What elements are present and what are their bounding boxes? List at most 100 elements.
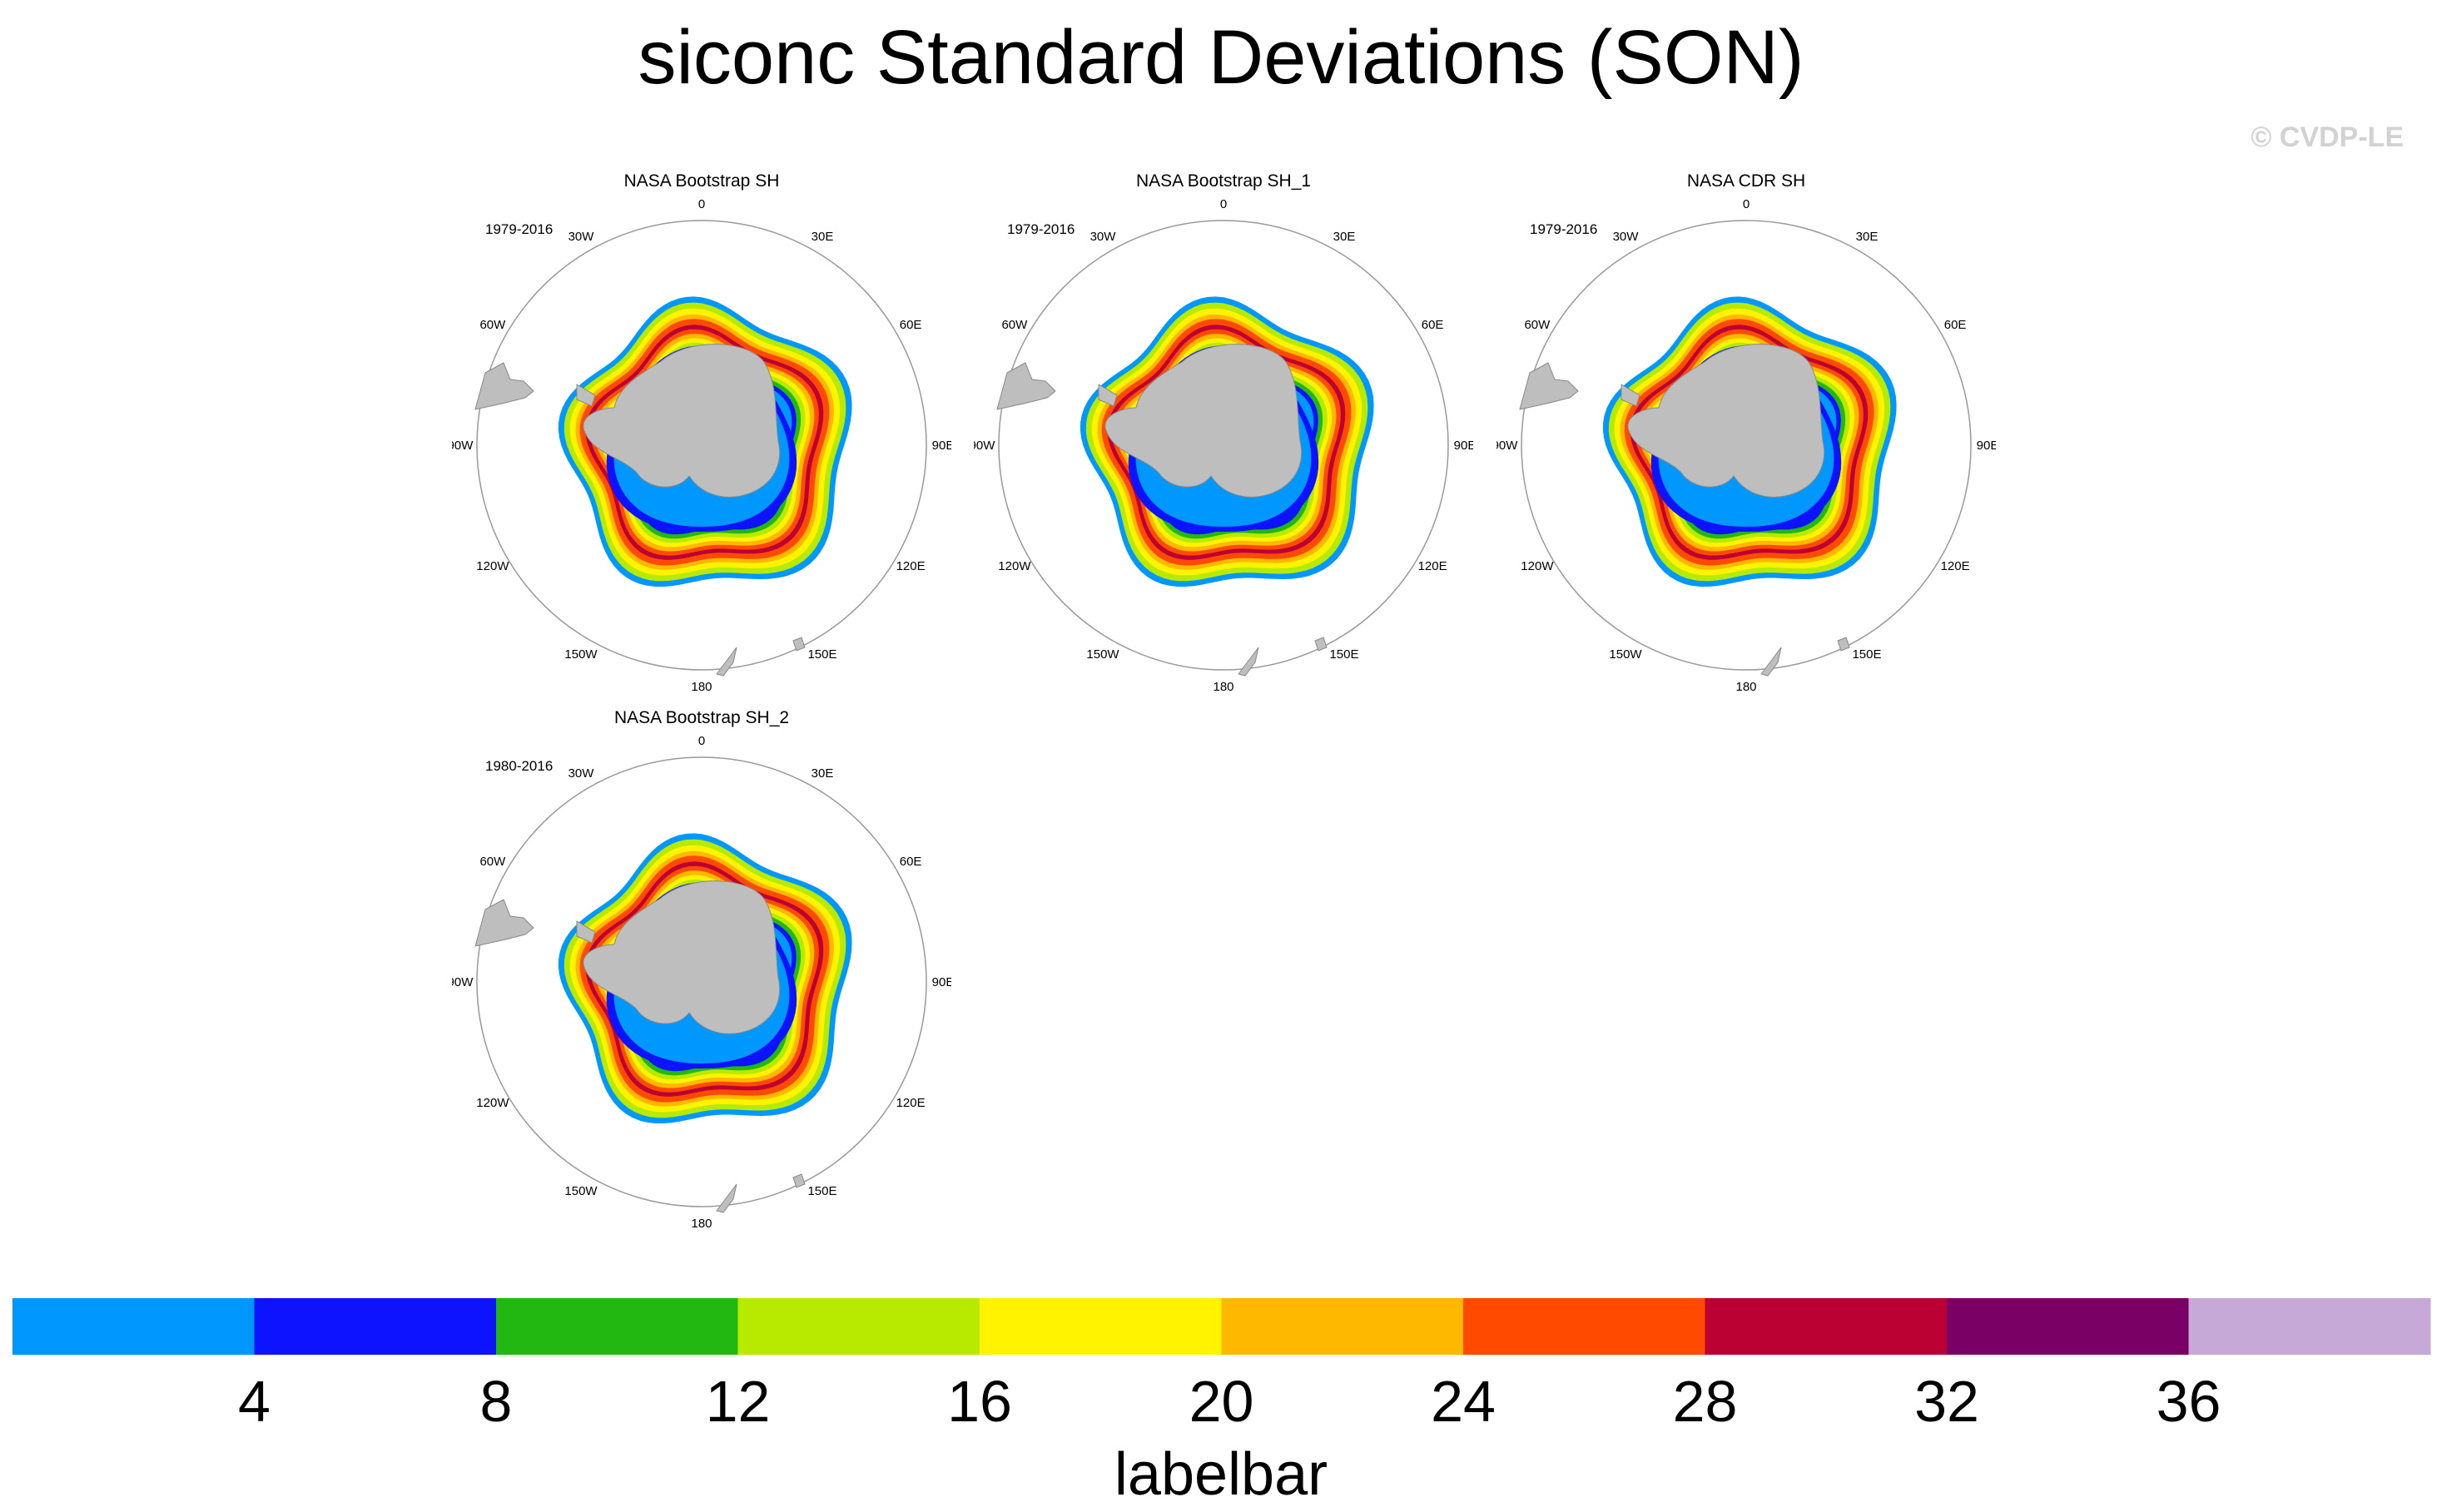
- labelbar-tick-label: 8: [480, 1369, 513, 1434]
- longitude-label: 150E: [807, 1184, 836, 1198]
- longitude-label: 150W: [564, 647, 598, 662]
- panel-period: 1979-2016: [1007, 221, 1075, 237]
- longitude-label: 120E: [896, 559, 926, 573]
- labelbar-tick-label: 36: [2157, 1369, 2221, 1434]
- longitude-label: 120W: [998, 559, 1031, 573]
- longitude-label: 60W: [479, 855, 506, 869]
- map-panel: 0 30E 60E 90E 120E 150E 180 150W 120W 90W 60W 30W NA…: [452, 703, 951, 1236]
- longitude-label: 60E: [900, 318, 922, 332]
- panel-title: NASA Bootstrap SH_1: [1135, 171, 1312, 191]
- antarctic-peninsula-land: [1098, 384, 1118, 407]
- new-zealand-land: [1760, 647, 1782, 677]
- map-panel: 0 30E 60E 90E 120E 150E 180 150W 120W 90W 60W 30W NA…: [452, 166, 951, 699]
- antarctica-land: [583, 880, 781, 1034]
- longitude-label: 90E: [932, 975, 951, 989]
- longitude-label: 30W: [1613, 230, 1640, 244]
- longitude-label: 120W: [476, 559, 509, 573]
- longitude-label: 30E: [1333, 230, 1356, 244]
- labelbar-title: labelbar: [1114, 1441, 1328, 1508]
- longitude-label: 0: [698, 734, 705, 748]
- labelbar-tick-label: 28: [1673, 1369, 1738, 1434]
- longitude-label: 30E: [1856, 230, 1879, 244]
- longitude-label: 180: [691, 680, 712, 694]
- longitude-label: 150W: [564, 1184, 598, 1198]
- panel-period: 1979-2016: [485, 221, 553, 237]
- labelbar-color-box: [1705, 1298, 1948, 1355]
- south-america-land: [474, 362, 534, 410]
- longitude-label: 120W: [1521, 559, 1554, 573]
- longitude-label: 0: [1743, 197, 1750, 211]
- panel-title: NASA CDR SH: [1686, 171, 1806, 191]
- longitude-label: 30E: [812, 766, 834, 781]
- longitude-label: 120E: [1418, 559, 1447, 573]
- longitude-label: 30W: [568, 230, 595, 244]
- tasmania-land: [792, 1173, 806, 1188]
- labelbar-tick-label: 32: [1914, 1369, 1979, 1434]
- longitude-label: 180: [1213, 680, 1233, 694]
- south-america-land: [1519, 362, 1579, 410]
- credit-label: © CVDP-LE: [2251, 121, 2404, 153]
- longitude-label: 180: [1735, 680, 1756, 694]
- labelbar-color-box: [737, 1298, 980, 1355]
- polar-map: 0 30E 60E 90E 120E 150E 180 150W 120W 90W 60W 30W: [974, 197, 1473, 694]
- labelbar-color-box: [496, 1298, 738, 1355]
- longitude-label: 60E: [1944, 318, 1967, 332]
- labelbar: 4 8 12 16 20 24 28 32 36 labelbar: [12, 1298, 2431, 1508]
- longitude-label: 150E: [1329, 647, 1358, 662]
- labelbar-tick-label: 24: [1431, 1369, 1496, 1434]
- labelbar-tick-label: 20: [1189, 1369, 1254, 1434]
- longitude-label: 90W: [1496, 439, 1518, 453]
- new-zealand-land: [716, 647, 737, 677]
- longitude-label: 60W: [1001, 318, 1028, 332]
- longitude-label: 150W: [1086, 647, 1119, 662]
- polar-map: 0 30E 60E 90E 120E 150E 180 150W 120W 90W 60W 30W: [452, 197, 951, 694]
- longitude-label: 90E: [1977, 439, 1996, 453]
- labelbar-color-box: [12, 1298, 255, 1355]
- antarctica-land: [1104, 344, 1303, 498]
- longitude-label: 30W: [568, 766, 595, 781]
- longitude-label: 60E: [900, 855, 922, 869]
- panel-title: NASA Bootstrap SH: [623, 171, 780, 191]
- longitude-label: 90W: [974, 439, 995, 453]
- labelbar-color-box: [980, 1298, 1222, 1355]
- labelbar-tick-label: 16: [947, 1369, 1012, 1434]
- antarctic-peninsula-land: [576, 920, 596, 944]
- south-america-land: [474, 899, 534, 947]
- longitude-label: 150E: [807, 647, 836, 662]
- new-zealand-land: [716, 1183, 737, 1213]
- labelbar-tick-label: 4: [238, 1369, 271, 1434]
- longitude-label: 180: [691, 1217, 712, 1231]
- page-title: siconc Standard Deviations (SON): [638, 15, 1804, 100]
- longitude-label: 150E: [1852, 647, 1881, 662]
- polar-map: 0 30E 60E 90E 120E 150E 180 150W 120W 90W 60W 30W: [452, 734, 951, 1231]
- longitude-label: 30W: [1090, 230, 1117, 244]
- labelbar-color-box: [1463, 1298, 1705, 1355]
- antarctica-land: [583, 344, 781, 498]
- longitude-label: 150W: [1609, 647, 1642, 662]
- panel-period: 1980-2016: [485, 758, 553, 774]
- south-america-land: [996, 362, 1056, 410]
- longitude-label: 0: [698, 197, 705, 211]
- longitude-label: 90W: [452, 975, 474, 989]
- new-zealand-land: [1238, 647, 1259, 677]
- longitude-label: 0: [1220, 197, 1227, 211]
- map-panel: 0 30E 60E 90E 120E 150E 180 150W 120W 90W 60W 30W NA…: [1496, 166, 1996, 699]
- longitude-label: 120E: [1941, 559, 1970, 573]
- antarctic-peninsula-land: [576, 384, 596, 407]
- longitude-label: 60W: [1524, 318, 1551, 332]
- labelbar-tick-label: 12: [706, 1369, 771, 1434]
- panel-title: NASA Bootstrap SH_2: [613, 708, 790, 727]
- tasmania-land: [1837, 637, 1850, 652]
- longitude-label: 90W: [452, 439, 474, 453]
- antarctica-land: [1627, 344, 1825, 498]
- labelbar-color-box: [1221, 1298, 1464, 1355]
- polar-map: 0 30E 60E 90E 120E 150E 180 150W 120W 90W 60W 30W: [1496, 197, 1996, 694]
- tasmania-land: [792, 637, 806, 652]
- tasmania-land: [1314, 637, 1328, 652]
- labelbar-color-box: [2188, 1298, 2431, 1355]
- labelbar-color-box: [1947, 1298, 2189, 1355]
- longitude-label: 60E: [1422, 318, 1444, 332]
- longitude-label: 90E: [932, 439, 951, 453]
- labelbar-color-box: [254, 1298, 497, 1355]
- antarctic-peninsula-land: [1621, 384, 1640, 407]
